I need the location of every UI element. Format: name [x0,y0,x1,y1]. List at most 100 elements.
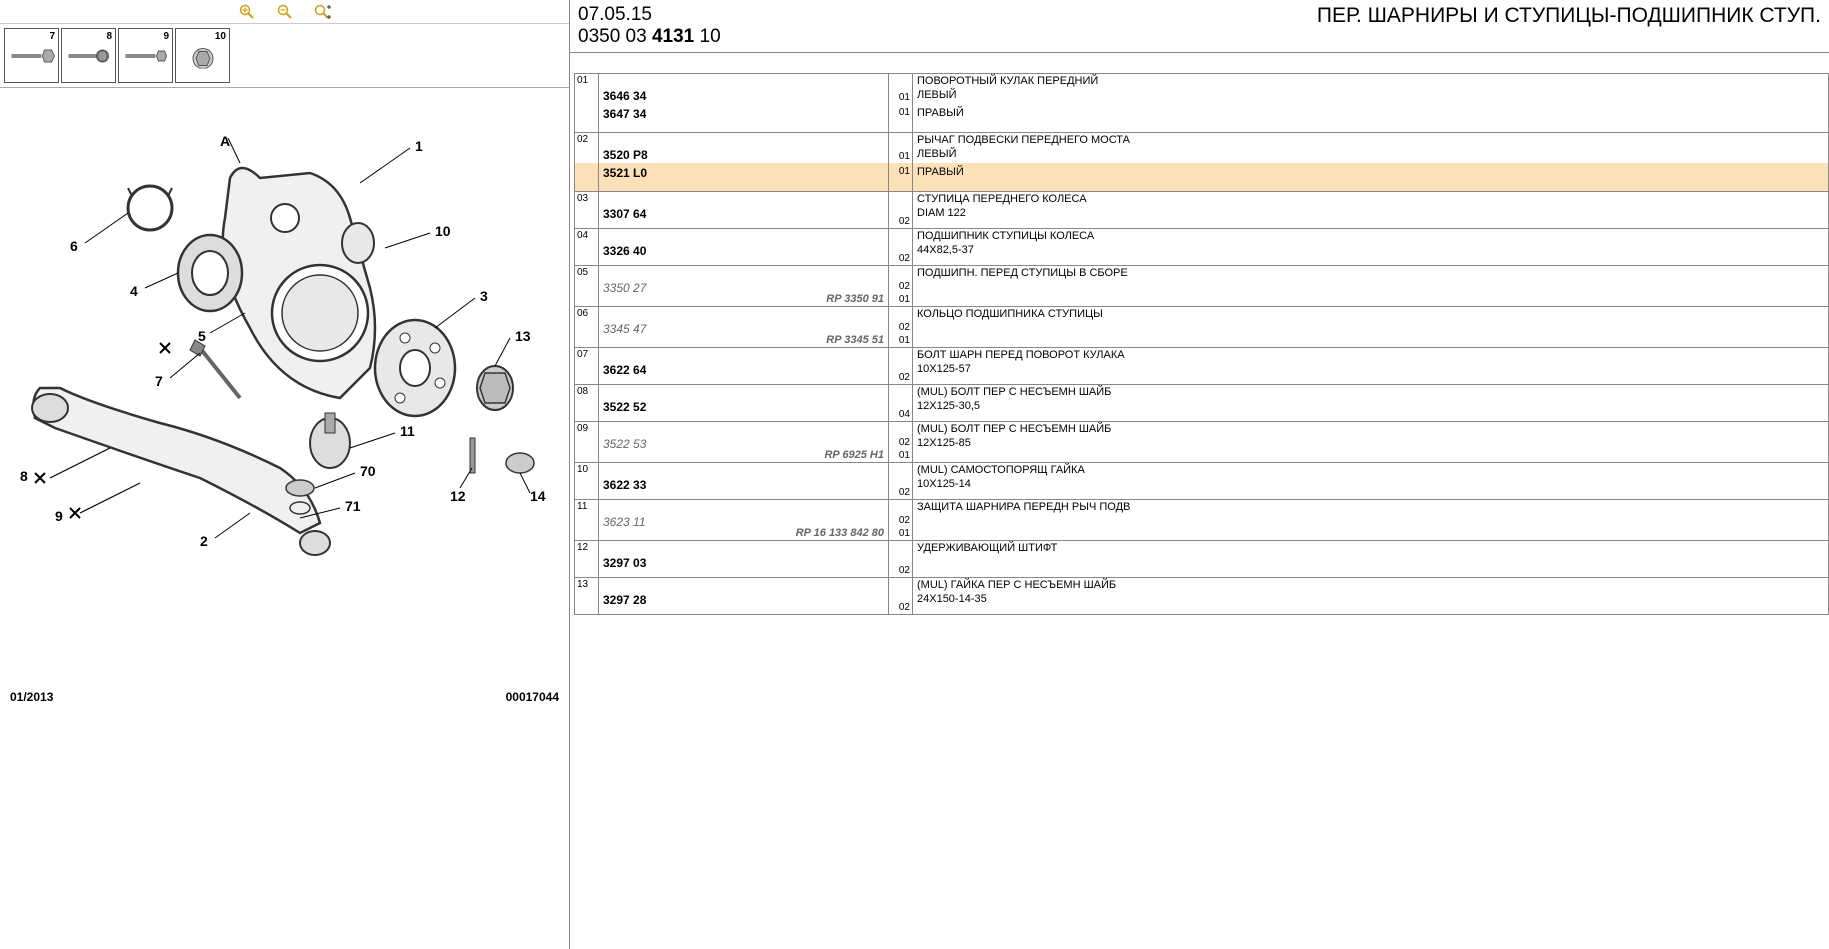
diagram-id: 00017044 [506,690,559,939]
col-index: 10 [575,463,599,499]
col-index: 09 [575,422,599,462]
zoom-fit-icon[interactable] [314,3,332,21]
callout-2: 2 [200,533,208,549]
col-qty: 02 [889,578,913,614]
thumb-num: 8 [106,31,112,42]
col-partnumber: 3326 40 [599,229,889,265]
thumb-7[interactable]: 7 [4,28,59,83]
col-index: 13 [575,578,599,614]
parts-group: 053350 27RP 3350 910201ПОДШИПН. ПЕРЕД СТ… [574,265,1829,306]
col-index: 12 [575,541,599,577]
callout-13: 13 [515,328,531,344]
col-index: 02 [575,133,599,163]
col-index: 07 [575,348,599,384]
diagram-panel: 7 8 9 10 5 A + 13 [0,0,570,949]
header-date: 07.05.15 [578,4,721,26]
col-description: РЫЧАГ ПОДВЕСКИ ПЕРЕДНЕГО МОСТАЛЕВЫЙ [913,133,1828,163]
col-qty: 0201 [889,307,913,347]
col-description: КОЛЬЦО ПОДШИПНИКА СТУПИЦЫ [913,307,1828,347]
parts-row[interactable]: 103622 3302(MUL) САМОСТОПОРЯЩ ГАЙКА10X12… [575,463,1828,499]
parts-row[interactable]: 053350 27RP 3350 910201ПОДШИПН. ПЕРЕД СТ… [575,266,1828,306]
col-partnumber: 3297 03 [599,541,889,577]
thumb-9[interactable]: 9 [118,28,173,83]
rp-reference: RP 16 133 842 80 [796,527,884,539]
zoom-in-icon[interactable] [238,3,256,21]
col-partnumber: 3307 64 [599,192,889,228]
header-row: 07.05.15 0350 03 4131 10 ПЕР. ШАРНИРЫ И … [570,0,1829,53]
parts-row[interactable]: 133297 2802(MUL) ГАЙКА ПЕР С НЕСЪЕМН ШАЙ… [575,578,1828,614]
col-index [575,163,599,191]
col-qty: 02 [889,348,913,384]
col-index [575,104,599,132]
callout-3: 3 [480,288,488,304]
diagram-footer: 01/2013 00017044 [0,690,569,939]
header-left: 07.05.15 0350 03 4131 10 [578,4,721,48]
parts-row[interactable]: 113623 11RP 16 133 842 800201ЗАЩИТА ШАРН… [575,500,1828,540]
col-description: БОЛТ ШАРН ПЕРЕД ПОВОРОТ КУЛАКА10X125-57 [913,348,1828,384]
col-qty: 02 [889,463,913,499]
col-index: 03 [575,192,599,228]
rp-reference: RP 3350 91 [826,293,884,305]
parts-row[interactable]: 3521 L001ПРАВЫЙ [575,163,1828,191]
diagram-toolbar [0,0,569,24]
thumb-8[interactable]: 8 [61,28,116,83]
zoom-out-icon[interactable] [276,3,294,21]
col-qty: 01 [889,104,913,132]
parts-panel: 07.05.15 0350 03 4131 10 ПЕР. ШАРНИРЫ И … [570,0,1829,949]
col-description: УДЕРЖИВАЮЩИЙ ШТИФТ [913,541,1828,577]
callout-14: 14 [530,488,546,504]
thumb-10[interactable]: 10 [175,28,230,83]
col-partnumber: 3622 33 [599,463,889,499]
col-partnumber: 3623 11RP 16 133 842 80 [599,500,889,540]
col-description: ПРАВЫЙ [913,163,1828,191]
parts-group: 133297 2802(MUL) ГАЙКА ПЕР С НЕСЪЕМН ШАЙ… [574,577,1829,615]
parts-row[interactable]: 063345 47RP 3345 510201КОЛЬЦО ПОДШИПНИКА… [575,307,1828,347]
col-description: (MUL) БОЛТ ПЕР С НЕСЪЕМН ШАЙБ12X125-85 [913,422,1828,462]
col-qty: 01 [889,133,913,163]
col-partnumber: 3522 52 [599,385,889,421]
rp-reference: RP 6925 H1 [824,449,884,461]
parts-row[interactable]: 013646 3401ПОВОРОТНЫЙ КУЛАК ПЕРЕДНИЙЛЕВЫ… [575,74,1828,104]
col-partnumber: 3345 47RP 3345 51 [599,307,889,347]
exploded-diagram[interactable]: A 1 6 4 3 13 10 5 7 11 12 14 2 70 71 8 9 [0,88,569,688]
callout-12: 12 [450,488,466,504]
parts-row[interactable]: 023520 P801РЫЧАГ ПОДВЕСКИ ПЕРЕДНЕГО МОСТ… [575,133,1828,163]
parts-row[interactable]: 033307 6402СТУПИЦА ПЕРЕДНЕГО КОЛЕСАDIAM … [575,192,1828,228]
parts-row[interactable]: 123297 0302УДЕРЖИВАЮЩИЙ ШТИФТ [575,541,1828,577]
col-description: ПОДШИПНИК СТУПИЦЫ КОЛЕСА44X82,5-37 [913,229,1828,265]
col-description: ПОВОРОТНЫЙ КУЛАК ПЕРЕДНИЙЛЕВЫЙ [913,74,1828,104]
parts-group: 103622 3302(MUL) САМОСТОПОРЯЩ ГАЙКА10X12… [574,462,1829,499]
col-partnumber: 3521 L0 [599,163,889,191]
parts-row[interactable]: 093522 53RP 6925 H10201(MUL) БОЛТ ПЕР С … [575,422,1828,462]
col-qty: 02 [889,229,913,265]
callout-71: 71 [345,498,361,514]
col-description: СТУПИЦА ПЕРЕДНЕГО КОЛЕСАDIAM 122 [913,192,1828,228]
col-index: 04 [575,229,599,265]
parts-row[interactable]: 073622 6402БОЛТ ШАРН ПЕРЕД ПОВОРОТ КУЛАК… [575,348,1828,384]
parts-row[interactable]: 043326 4002ПОДШИПНИК СТУПИЦЫ КОЛЕСА44X82… [575,229,1828,265]
col-partnumber: 3350 27RP 3350 91 [599,266,889,306]
col-index: 08 [575,385,599,421]
col-description: ПОДШИПН. ПЕРЕД СТУПИЦЫ В СБОРЕ [913,266,1828,306]
parts-group: 023520 P801РЫЧАГ ПОДВЕСКИ ПЕРЕДНЕГО МОСТ… [574,132,1829,191]
parts-group: 113623 11RP 16 133 842 800201ЗАЩИТА ШАРН… [574,499,1829,540]
parts-row[interactable]: 3647 3401ПРАВЫЙ [575,104,1828,132]
diagram-svg [0,88,560,608]
col-description: (MUL) БОЛТ ПЕР С НЕСЪЕМН ШАЙБ12X125-30,5 [913,385,1828,421]
col-partnumber: 3520 P8 [599,133,889,163]
callout-11: 11 [400,423,415,439]
col-qty: 04 [889,385,913,421]
thumb-num: 9 [163,31,169,42]
col-qty: 02 [889,541,913,577]
rp-reference: RP 3345 51 [826,334,884,346]
callout-7: 7 [155,373,163,389]
parts-row[interactable]: 083522 5204(MUL) БОЛТ ПЕР С НЕСЪЕМН ШАЙБ… [575,385,1828,421]
col-qty: 01 [889,74,913,104]
parts-table[interactable]: 013646 3401ПОВОРОТНЫЙ КУЛАК ПЕРЕДНИЙЛЕВЫ… [570,73,1829,949]
callout-4: 4 [130,283,138,299]
col-index: 05 [575,266,599,306]
col-description: (MUL) ГАЙКА ПЕР С НЕСЪЕМН ШАЙБ24X150-14-… [913,578,1828,614]
callout-9: 9 [55,508,63,524]
col-description: ПРАВЫЙ [913,104,1828,132]
col-partnumber: 3297 28 [599,578,889,614]
